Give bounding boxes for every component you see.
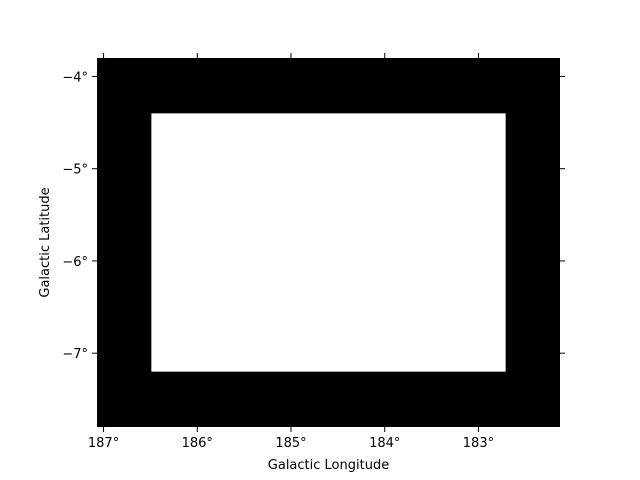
x-tick-label: 184° bbox=[369, 436, 400, 451]
y-axis-title: Galactic Latitude bbox=[38, 187, 53, 297]
y-tick-label: −5° bbox=[62, 163, 88, 178]
x-axis-title: Galactic Longitude bbox=[268, 458, 389, 473]
y-tick-label: −4° bbox=[62, 70, 88, 85]
x-tick-label: 187° bbox=[88, 436, 119, 451]
y-tick-label: −6° bbox=[62, 255, 88, 270]
x-tick-label: 185° bbox=[275, 436, 306, 451]
x-tick-label: 183° bbox=[463, 436, 494, 451]
ticks: 187° 186° 185° 184° 183° −4° −5° −6° −7° bbox=[62, 53, 565, 451]
y-tick-label: −7° bbox=[62, 347, 88, 362]
plot-area bbox=[97, 58, 560, 427]
image-inner-region bbox=[151, 113, 506, 372]
x-tick-label: 186° bbox=[182, 436, 213, 451]
